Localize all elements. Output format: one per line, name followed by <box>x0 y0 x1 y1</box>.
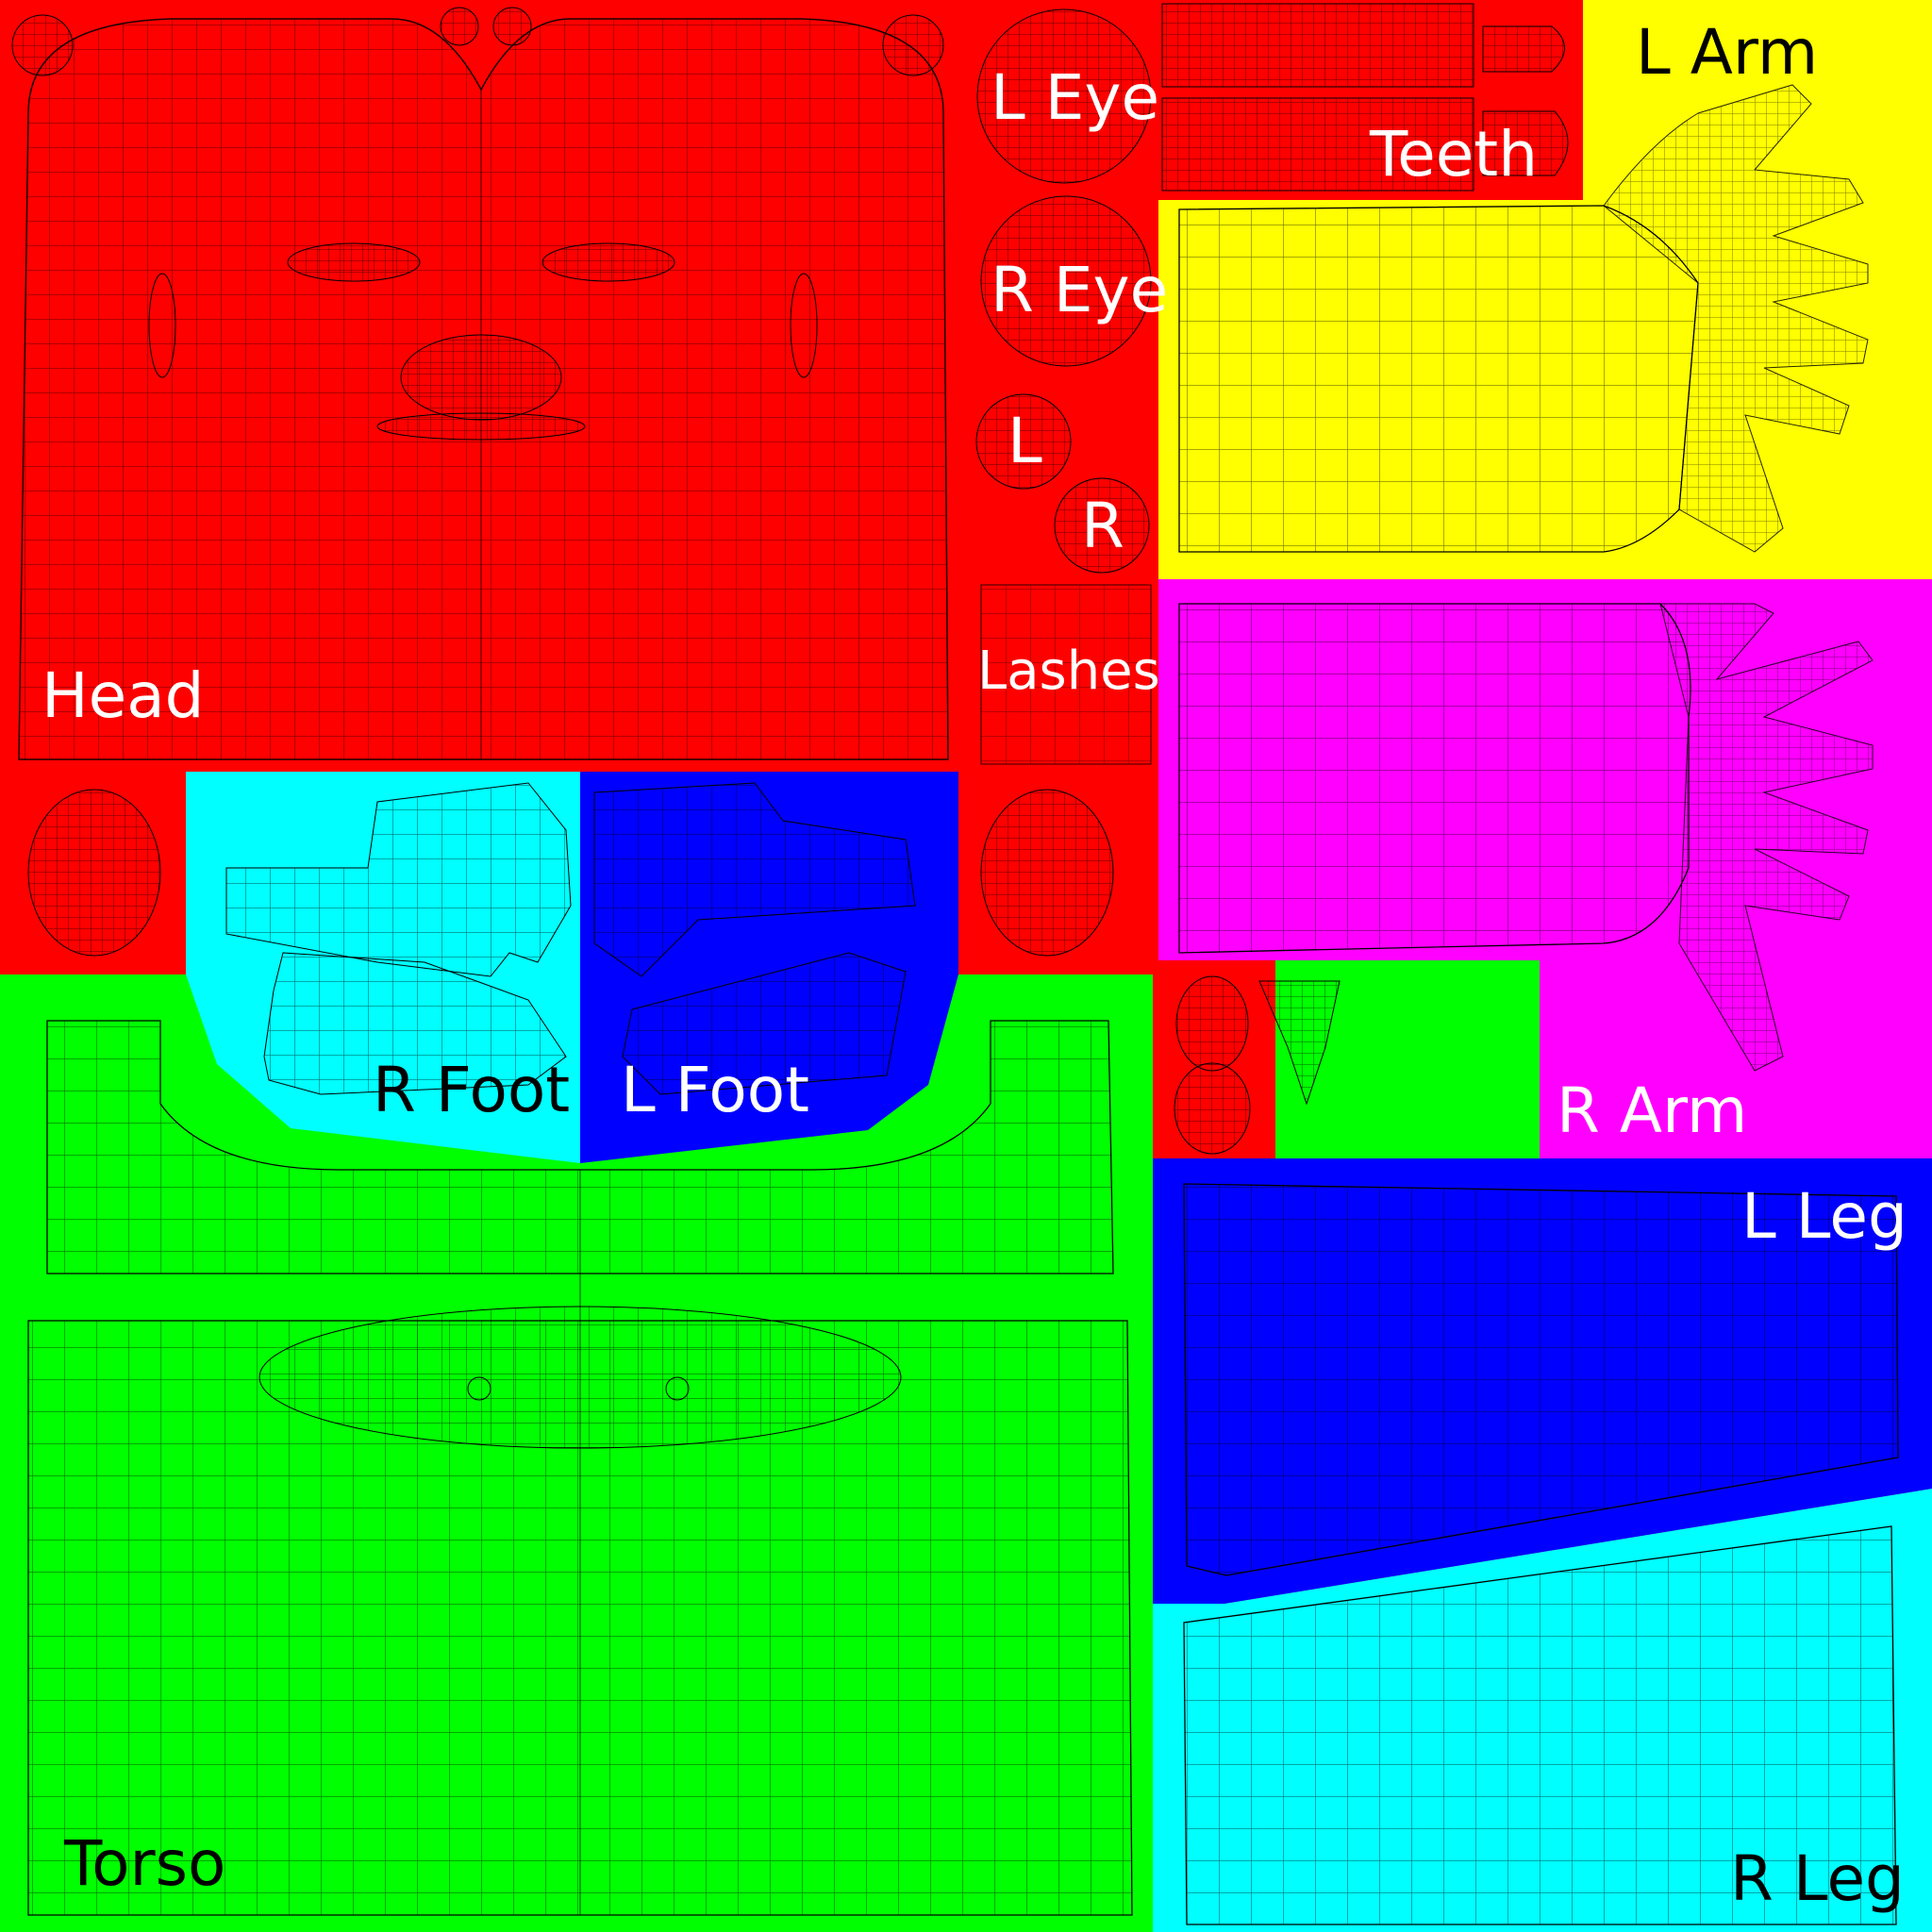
eye-uv-islands <box>975 8 1152 765</box>
l-arm-label: L Arm <box>1636 16 1818 89</box>
l-leg-label: L Leg <box>1741 1180 1907 1253</box>
lashes-label: Lashes <box>977 641 1160 702</box>
r-leg-uv-island <box>1183 1525 1897 1925</box>
l-leg-uv-island <box>1183 1183 1899 1576</box>
r-eye-label: R Eye <box>991 254 1168 326</box>
r-foot-uv-island <box>225 782 572 1095</box>
head-uv-island <box>11 7 1114 957</box>
r-arm-label: R Arm <box>1557 1074 1747 1147</box>
l-foot-label: L Foot <box>621 1054 809 1126</box>
torso-uv-island <box>27 1020 1133 1916</box>
torso-label: Torso <box>63 1827 225 1900</box>
l-arm-uv-island <box>1178 84 1869 553</box>
teeth-uv-islands <box>1161 3 1569 192</box>
l-foot-uv-island <box>593 782 916 1095</box>
teeth-label: Teeth <box>1369 118 1538 191</box>
r-arm-uv-island <box>1178 603 1874 1072</box>
l-small-island <box>975 393 1072 490</box>
r-label: R <box>1081 490 1124 562</box>
l-eye-label: L Eye <box>991 61 1159 134</box>
r-foot-label: R Foot <box>373 1054 570 1126</box>
l-label: L <box>1008 405 1042 477</box>
r-leg-label: R Leg <box>1730 1842 1905 1915</box>
head-label: Head <box>42 659 205 732</box>
l-eye-island <box>976 8 1152 184</box>
small-uv-islands <box>1174 975 1341 1155</box>
r-small-island <box>1054 477 1150 574</box>
r-eye-island <box>980 195 1152 367</box>
lashes-island <box>980 584 1152 765</box>
